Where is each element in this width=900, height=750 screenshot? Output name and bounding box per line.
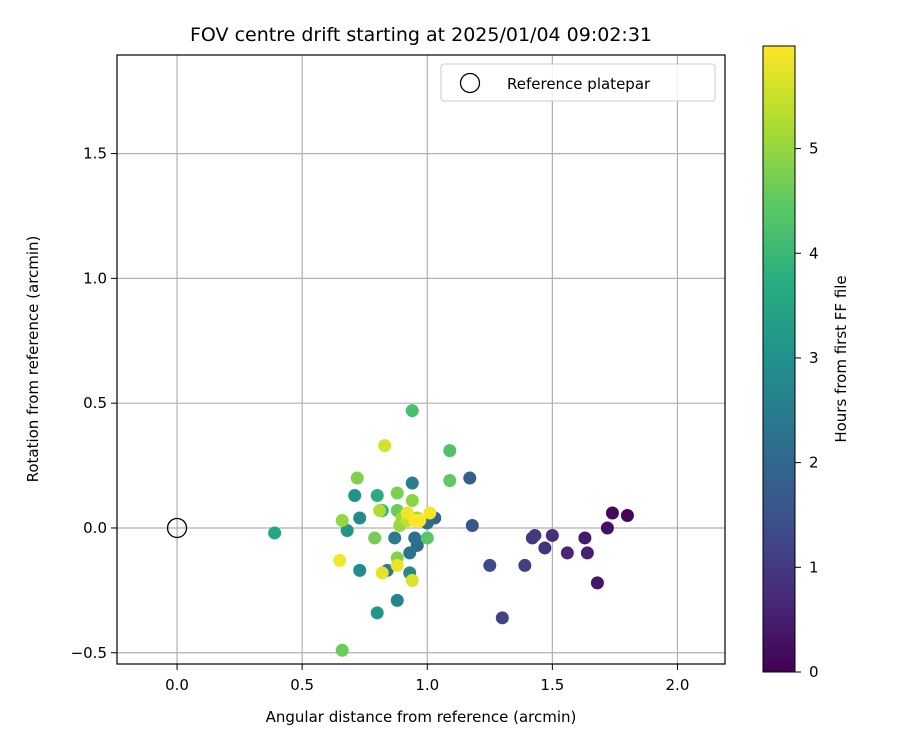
y-tick-label: 0.0 [83, 519, 107, 537]
data-point [390, 558, 404, 572]
data-point [408, 531, 422, 545]
data-point [545, 528, 559, 542]
colorbar-ticks: 0 1 2 3 4 5 [795, 140, 819, 681]
data-point [483, 558, 497, 572]
data-point [620, 508, 634, 522]
data-point [605, 506, 619, 520]
y-tick-label: 0.5 [83, 394, 107, 412]
data-point [373, 504, 387, 518]
data-point [420, 531, 434, 545]
data-point [443, 474, 457, 488]
colorbar-tick-label: 2 [809, 454, 819, 472]
data-point [463, 471, 477, 485]
data-point [268, 526, 282, 540]
data-point [335, 513, 349, 527]
grid [117, 55, 725, 664]
data-point [333, 553, 347, 567]
data-point [560, 546, 574, 560]
data-point [578, 531, 592, 545]
data-point [405, 494, 419, 508]
data-point [405, 573, 419, 587]
data-points [268, 404, 634, 657]
y-axis-ticks: −0.5 0.0 0.5 1.0 1.5 [71, 145, 117, 662]
x-tick-label: 1.5 [540, 676, 564, 694]
data-point [335, 643, 349, 657]
data-point [580, 546, 594, 560]
x-tick-label: 0.0 [165, 676, 189, 694]
colorbar-frame [762, 45, 796, 673]
legend-label: Reference platepar [507, 75, 651, 93]
data-point [368, 531, 382, 545]
plot-frame [116, 54, 726, 665]
chart-title: FOV centre drift starting at 2025/01/04 … [190, 24, 652, 46]
colorbar-label: Hours from first FF file [832, 275, 850, 442]
data-point [390, 486, 404, 500]
x-tick-label: 1.0 [415, 676, 439, 694]
reference-platepar-marker [166, 517, 188, 539]
data-point [403, 546, 417, 560]
data-point [370, 606, 384, 620]
y-tick-label: 1.0 [83, 269, 107, 287]
data-point [353, 511, 367, 525]
data-point [390, 593, 404, 607]
x-axis-label: Angular distance from reference (arcmin) [266, 708, 577, 726]
legend-marker [459, 72, 481, 94]
x-tick-label: 0.5 [290, 676, 314, 694]
data-point [495, 611, 509, 625]
data-point [353, 563, 367, 577]
legend: Reference platepar [440, 63, 716, 102]
colorbar-tick-label: 3 [809, 349, 819, 367]
data-point [528, 528, 542, 542]
data-point [348, 489, 362, 503]
data-point [350, 471, 364, 485]
data-point [423, 506, 437, 520]
data-point [340, 523, 354, 537]
data-point [405, 476, 419, 490]
data-point [590, 576, 604, 590]
data-point [443, 444, 457, 458]
y-tick-label: 1.5 [83, 145, 107, 163]
data-point [378, 439, 392, 453]
data-point [375, 566, 389, 580]
data-point [518, 558, 532, 572]
reference-layer [166, 517, 188, 539]
colorbar-gradient [763, 46, 795, 672]
data-point [538, 541, 552, 555]
colorbar-tick-label: 1 [809, 558, 819, 576]
data-point [405, 404, 419, 418]
x-tick-label: 2.0 [666, 676, 690, 694]
data-point [465, 518, 479, 532]
data-point [600, 521, 614, 535]
colorbar: 0 1 2 3 4 5 Hours from first FF file [762, 45, 850, 681]
data-point [388, 531, 402, 545]
colorbar-tick-label: 4 [809, 244, 819, 262]
x-axis-ticks: 0.0 0.5 1.0 1.5 2.0 [165, 664, 689, 694]
y-tick-label: −0.5 [71, 644, 107, 662]
legend-box [440, 63, 716, 102]
colorbar-tick-label: 5 [809, 140, 819, 158]
colorbar-tick-label: 0 [809, 663, 819, 681]
data-point [370, 489, 384, 503]
y-axis-label: Rotation from reference (arcmin) [24, 236, 42, 483]
data-point [413, 513, 427, 527]
